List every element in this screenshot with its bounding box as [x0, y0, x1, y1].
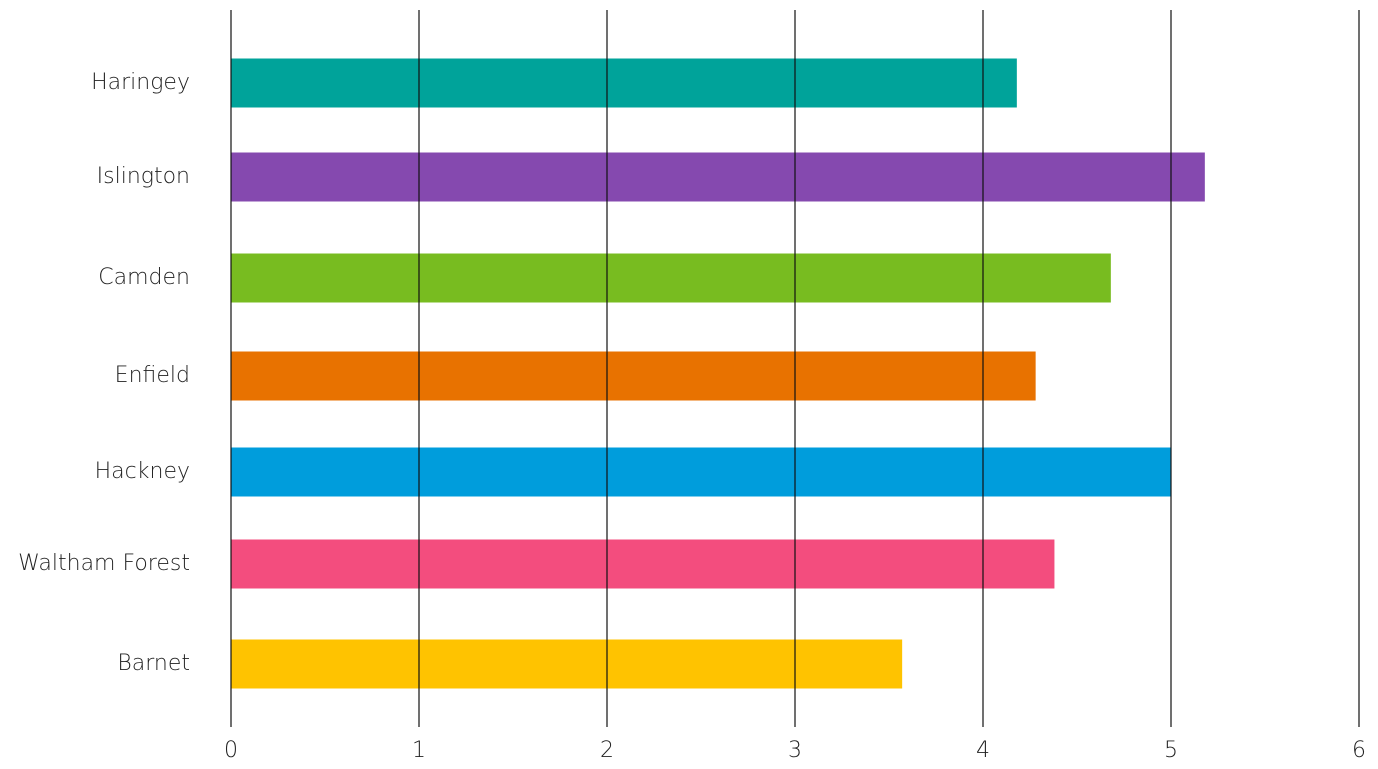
- bar-enfield: [231, 351, 1036, 401]
- gridlines-overlay: [230, 10, 1360, 727]
- category-label: Camden: [98, 265, 190, 290]
- bar-waltham-forest: [231, 539, 1055, 589]
- category-labels: Haringey Islington Camden Enfield Hackney Wal…: [18, 70, 190, 676]
- x-tick-labels: 0 1 2 3 4 5 6: [224, 738, 1366, 763]
- x-tick-label: 3: [788, 738, 802, 763]
- x-tick-label: 5: [1164, 738, 1178, 763]
- category-label: Islington: [97, 164, 190, 189]
- category-label: Barnet: [117, 651, 190, 676]
- category-label: Waltham Forest: [18, 551, 190, 576]
- category-label: Hackney: [95, 459, 190, 484]
- category-label: Haringey: [91, 70, 190, 95]
- category-label: Enfield: [115, 363, 190, 388]
- bars: [231, 58, 1205, 689]
- x-tick-label: 6: [1352, 738, 1366, 763]
- bar-islington: [231, 152, 1205, 202]
- x-tick-label: 1: [412, 738, 426, 763]
- bar-haringey: [231, 58, 1017, 108]
- x-tick-label: 0: [224, 738, 238, 763]
- x-tick-label: 2: [600, 738, 614, 763]
- bar-barnet: [231, 639, 903, 689]
- x-tick-label: 4: [976, 738, 990, 763]
- bar-camden: [231, 253, 1111, 303]
- bar-hackney: [231, 447, 1171, 497]
